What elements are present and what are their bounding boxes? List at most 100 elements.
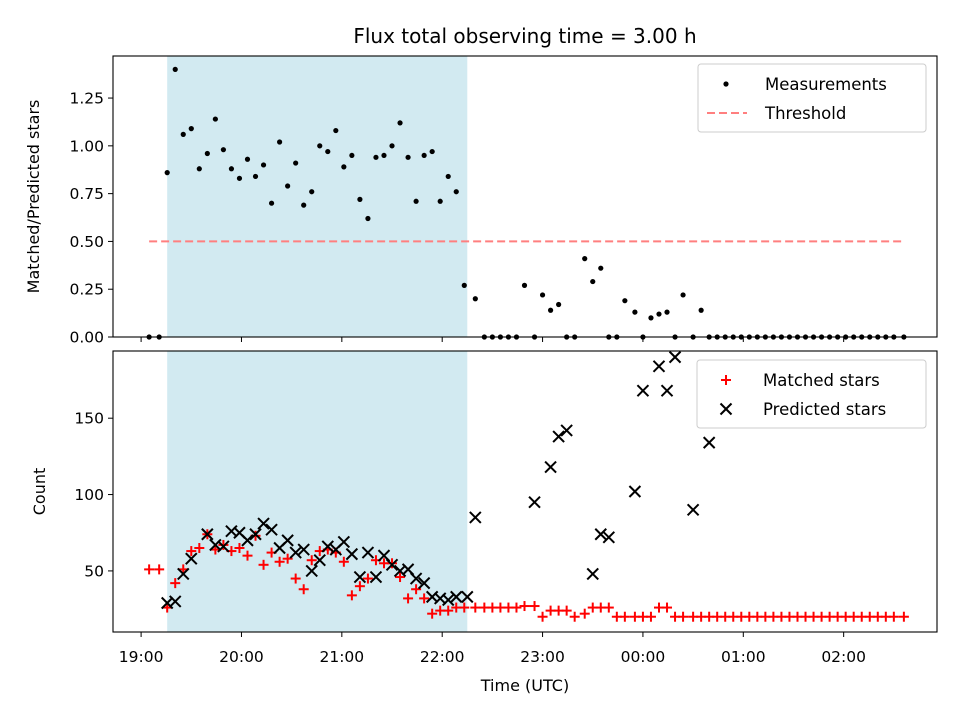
- predicted-star-point: [385, 558, 399, 572]
- predicted-star-point: [586, 567, 599, 581]
- measurement-point: [381, 152, 387, 159]
- predicted-star-point: [409, 572, 423, 585]
- matched-star-point: [529, 601, 540, 612]
- predicted-star-point: [289, 546, 302, 559]
- measurement-point: [357, 196, 363, 202]
- matched-star-point: [561, 605, 572, 616]
- top-panel-observing-window: [167, 56, 468, 337]
- top-panel-title: Flux total observing time = 3.00 h: [353, 24, 696, 48]
- predicted-star-point: [450, 590, 463, 604]
- measurement-point: [521, 282, 528, 288]
- measurement-point: [698, 307, 704, 313]
- measurement-point: [349, 152, 355, 159]
- predicted-star-point: [544, 460, 557, 474]
- predicted-star-point: [636, 384, 650, 397]
- measurement-point: [196, 166, 202, 172]
- measurement-point: [244, 156, 251, 162]
- measurement-point: [325, 148, 331, 155]
- measurement-point: [180, 131, 186, 137]
- measurement-point: [680, 292, 686, 298]
- predicted-star-point: [281, 534, 294, 547]
- measurement-point: [293, 160, 299, 166]
- matched-star-point: [678, 611, 689, 622]
- matched-star-point: [888, 611, 899, 622]
- top-panel-frame: [112, 55, 938, 338]
- matched-star-point: [186, 546, 197, 557]
- matched-star-point: [346, 590, 357, 601]
- measurement-point: [413, 198, 419, 204]
- matched-star-point: [258, 559, 269, 570]
- matched-star-point: [362, 573, 373, 584]
- predicted-star-point: [313, 554, 326, 567]
- measurement-point: [252, 173, 259, 180]
- predicted-star-point: [469, 511, 482, 524]
- predicted-star-point: [668, 350, 682, 364]
- matched-star-point: [569, 611, 580, 622]
- top-y-tick-label: 1.25: [69, 90, 104, 108]
- predicted-star-point: [442, 593, 455, 607]
- bottom-panel-legend: Matched stars Predicted stars: [696, 359, 927, 429]
- predicted-star-point: [628, 485, 642, 498]
- matched-star-point: [298, 584, 309, 595]
- bottom-panel-ticks: 50 100 150 19:00 20:00 21:00 22:00 23:00 00:00 01…: [74, 410, 866, 666]
- x-axis-label: Time (UTC): [480, 676, 569, 695]
- x-tick-label: 02:00: [821, 648, 866, 666]
- measurement-point: [341, 164, 347, 170]
- matched-star-point: [338, 556, 349, 567]
- matched-star-point: [274, 556, 285, 567]
- measurement-point: [172, 66, 178, 72]
- matched-star-point: [662, 602, 673, 613]
- measurement-point: [204, 150, 210, 157]
- threshold-legend-label: Threshold: [764, 104, 846, 123]
- bottom-panel: 50 100 150 19:00 20:00 21:00 22:00 23:00 00:00 01…: [30, 350, 938, 695]
- measurement-point: [389, 143, 395, 149]
- matched-star-point: [511, 602, 522, 613]
- predicted-star-point: [337, 535, 351, 549]
- measurement-point: [582, 256, 588, 262]
- measurement-point: [164, 170, 170, 176]
- predicted-star-point: [528, 495, 541, 509]
- predicted-legend-marker: [719, 402, 733, 416]
- predicted-star-point: [652, 360, 666, 373]
- matched-star-point: [419, 593, 430, 604]
- predicted-star-point: [417, 576, 431, 590]
- measurement-point: [228, 166, 235, 172]
- matched-star-point: [194, 543, 205, 554]
- matched-star-point: [306, 555, 317, 566]
- matched-star-point: [537, 611, 548, 622]
- matched-star-point: [470, 602, 481, 613]
- top-panel: 0.00 0.25 0.50 0.75 1.00 1.25 Matched/Predict…: [24, 55, 938, 347]
- matched-star-point: [603, 602, 614, 613]
- measurement-point: [277, 139, 283, 145]
- matched-star-point: [218, 539, 229, 550]
- matched-star-point: [443, 605, 454, 616]
- measurement-point: [373, 154, 379, 160]
- predicted-star-point: [660, 384, 674, 397]
- measurement-point: [188, 126, 194, 132]
- measurement-point: [309, 189, 315, 195]
- top-legend-frame: [697, 63, 927, 133]
- measurement-point: [664, 309, 670, 315]
- bottom-panel-y-axis-label: Count: [30, 468, 49, 516]
- matched-star-point: [395, 572, 406, 583]
- bottom-y-tick-label: 150: [74, 410, 104, 428]
- measurement-point: [453, 189, 459, 195]
- matched-star-point: [170, 578, 181, 589]
- matched-legend-label: Matched stars: [763, 371, 880, 390]
- measurement-point: [445, 173, 451, 180]
- matched-star-point: [403, 593, 414, 604]
- measurement-point: [461, 282, 467, 288]
- measurement-point: [301, 202, 307, 208]
- predicted-star-point: [345, 547, 359, 561]
- predicted-star-point: [297, 543, 310, 556]
- measurement-point: [365, 215, 371, 222]
- x-tick-label: 20:00: [219, 648, 264, 666]
- measurement-point: [590, 278, 596, 285]
- top-y-tick-label: 0.75: [69, 185, 104, 203]
- bottom-y-tick-label: 50: [84, 562, 104, 580]
- bottom-legend-frame: [696, 359, 927, 429]
- measurement-point: [472, 296, 478, 302]
- legend-plus-glyph: [721, 375, 731, 385]
- measurement-point: [437, 198, 443, 204]
